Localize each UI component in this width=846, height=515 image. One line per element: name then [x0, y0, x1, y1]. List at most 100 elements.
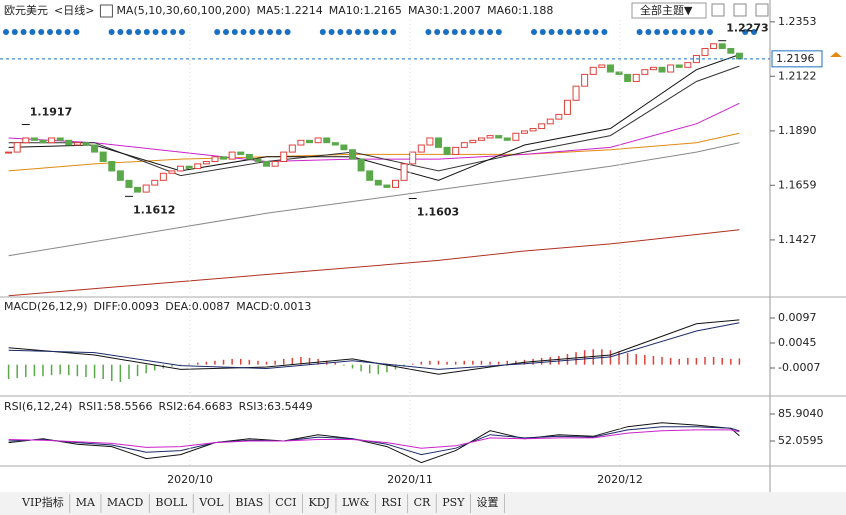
signal-dot	[478, 29, 485, 35]
signal-dot	[179, 29, 185, 35]
tab[interactable]: MACD	[107, 496, 144, 509]
candle	[710, 43, 718, 49]
tab[interactable]: CR	[414, 496, 431, 509]
candle	[331, 142, 339, 146]
signal-dot	[751, 29, 757, 35]
close-icon[interactable]	[755, 3, 769, 17]
period-icon[interactable]	[99, 4, 113, 18]
candle	[486, 135, 494, 139]
candle	[280, 151, 288, 163]
candle	[589, 66, 597, 75]
candle	[452, 146, 460, 155]
signal-dot	[205, 29, 212, 35]
tab[interactable]: 设置	[476, 496, 498, 509]
candle	[417, 144, 425, 153]
candle	[211, 156, 219, 163]
theme-dropdown-label[interactable]: 全部主题▼	[640, 3, 693, 17]
signal-dot	[425, 29, 432, 35]
candle	[349, 149, 357, 160]
candle	[228, 151, 236, 160]
candle	[667, 64, 675, 73]
candle	[65, 139, 73, 146]
candle	[142, 184, 150, 193]
price-arrow	[830, 52, 842, 57]
signal-dot	[399, 29, 405, 35]
y-tick-label: 1.2353	[778, 15, 817, 28]
candle	[606, 64, 614, 73]
candle	[409, 151, 417, 165]
panel-title: MACD(26,12,9)	[4, 300, 88, 313]
x-axis-label: 2020/10	[167, 473, 213, 486]
series-line	[8, 229, 740, 297]
candle	[177, 165, 185, 172]
signal-dot	[583, 29, 590, 35]
signal-dot	[117, 29, 124, 35]
candle	[503, 137, 511, 141]
signal-dot	[654, 29, 661, 35]
candle	[658, 66, 666, 73]
y-tick-label: 85.9040	[778, 407, 824, 420]
y-tick-label: 1.1427	[778, 233, 817, 246]
candle	[641, 69, 649, 75]
tab[interactable]: CCI	[275, 496, 296, 509]
candle	[675, 64, 683, 68]
candle	[245, 153, 253, 160]
tab[interactable]: PSY	[442, 496, 465, 509]
signal-dot	[355, 29, 361, 35]
signal-dot	[214, 29, 221, 35]
tab[interactable]: RSI	[381, 496, 401, 509]
tab[interactable]: KDJ	[308, 496, 329, 509]
theme-dropdown[interactable]	[631, 2, 707, 19]
signal-dot	[698, 29, 705, 35]
tab[interactable]: LW&	[342, 496, 370, 509]
last-price-label: 1.2196	[776, 52, 815, 65]
signal-dot	[143, 29, 150, 35]
signal-dot	[566, 29, 573, 35]
series-line	[8, 142, 740, 257]
signal-dot	[311, 29, 317, 35]
candle	[168, 170, 176, 174]
signal-dot	[390, 29, 397, 35]
candle	[426, 137, 434, 146]
signal-dot	[73, 29, 80, 35]
candle	[237, 151, 245, 155]
signal-dot	[258, 29, 265, 35]
candle	[340, 144, 348, 151]
candle	[185, 165, 193, 170]
signal-dot	[223, 29, 229, 35]
candle	[701, 47, 709, 57]
legend-entry: MA10:1.2165	[329, 4, 402, 17]
signal-dot	[548, 29, 555, 35]
signal-dot	[381, 29, 388, 35]
tab[interactable]: VIP指标	[21, 495, 64, 509]
signal-dot	[55, 29, 62, 35]
candle	[151, 179, 159, 186]
annotation: 1.1603	[417, 205, 459, 218]
signal-dot	[372, 29, 379, 35]
signal-dot	[293, 29, 300, 35]
tab[interactable]: BOLL	[155, 496, 188, 509]
settings-icon[interactable]	[711, 3, 725, 17]
series-line	[8, 102, 740, 163]
tab[interactable]: BIAS	[235, 496, 263, 509]
candle	[563, 99, 571, 115]
signal-dot	[663, 29, 669, 35]
minimize-icon[interactable]	[733, 3, 747, 17]
signal-dot	[689, 29, 696, 35]
candle	[383, 184, 391, 188]
signal-dot	[284, 29, 291, 35]
signal-dot	[619, 29, 625, 35]
tab[interactable]: VOL	[198, 496, 224, 509]
candle	[366, 170, 374, 181]
candle	[314, 137, 322, 144]
candle	[220, 156, 228, 160]
signal-dot	[592, 29, 599, 35]
tab[interactable]: MA	[76, 496, 96, 509]
candle	[512, 132, 520, 141]
signal-dot	[64, 29, 71, 35]
candle	[116, 170, 124, 181]
candle	[134, 186, 142, 193]
candle	[91, 144, 99, 153]
legend-entry: DEA:0.0087	[165, 300, 230, 313]
